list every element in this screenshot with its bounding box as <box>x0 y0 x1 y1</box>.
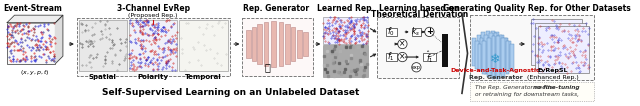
Bar <box>531 19 582 65</box>
Text: EvRepSL: EvRepSL <box>538 68 568 73</box>
Bar <box>129 20 177 71</box>
Text: Rep. Generator: Rep. Generator <box>468 75 522 80</box>
Bar <box>499 35 502 74</box>
Bar <box>291 27 296 61</box>
Text: (Enhanced Rep.): (Enhanced Rep.) <box>527 75 579 80</box>
Text: Device-and-Task-Agnostic: Device-and-Task-Agnostic <box>451 68 540 73</box>
Bar <box>264 22 268 66</box>
Bar <box>534 23 586 69</box>
Bar <box>497 36 500 79</box>
Bar <box>257 24 262 64</box>
Bar <box>538 26 589 73</box>
Text: ❄: ❄ <box>490 53 500 66</box>
Bar <box>77 18 230 76</box>
Text: Spatial: Spatial <box>89 74 117 80</box>
Bar <box>484 35 488 74</box>
Text: (Proposed Rep.): (Proposed Rep.) <box>129 13 178 18</box>
Text: $\hat{f}_1$: $\hat{f}_1$ <box>426 49 433 65</box>
Bar <box>412 28 421 36</box>
Bar <box>493 33 497 76</box>
Text: The Rep. Generator needs: The Rep. Generator needs <box>475 85 554 90</box>
Bar <box>298 30 302 58</box>
Circle shape <box>425 27 434 37</box>
Bar <box>478 44 481 71</box>
Bar <box>505 38 508 66</box>
Polygon shape <box>56 15 63 64</box>
Bar <box>475 41 479 69</box>
Text: Polarity: Polarity <box>138 74 169 80</box>
Bar <box>470 82 594 101</box>
Bar <box>486 31 490 73</box>
Bar <box>7 23 56 64</box>
Bar <box>510 44 514 71</box>
Text: +: + <box>426 27 433 36</box>
Text: $f_1$: $f_1$ <box>387 51 395 63</box>
Circle shape <box>398 52 407 62</box>
Text: or retraining for downstream tasks,: or retraining for downstream tasks, <box>475 92 579 97</box>
Text: Learned Rep.: Learned Rep. <box>317 4 374 13</box>
Bar <box>271 21 276 67</box>
Bar <box>495 32 499 71</box>
Text: ×: × <box>399 53 406 62</box>
Bar <box>243 18 313 76</box>
Bar <box>285 24 290 64</box>
Bar <box>508 41 511 69</box>
Circle shape <box>398 39 407 49</box>
Bar <box>491 31 495 73</box>
Bar <box>472 38 476 66</box>
Bar <box>442 34 448 67</box>
Bar <box>477 35 481 69</box>
Bar <box>483 41 486 74</box>
Text: Temporal: Temporal <box>185 74 221 80</box>
Bar <box>323 17 368 44</box>
Bar <box>303 32 308 56</box>
Bar <box>252 27 257 61</box>
Text: Rep. Generator: Rep. Generator <box>243 4 309 13</box>
Bar <box>470 15 594 80</box>
Bar <box>506 41 509 74</box>
Bar <box>386 53 397 61</box>
Text: Theoretical Derivation: Theoretical Derivation <box>371 10 468 19</box>
Bar <box>479 38 483 71</box>
Text: no fine-tuning: no fine-tuning <box>532 85 579 90</box>
Bar <box>386 28 397 36</box>
Bar <box>489 33 493 76</box>
Bar <box>323 45 368 77</box>
Text: Self-Supervised Learning on an Unlabeled Dataset: Self-Supervised Learning on an Unlabeled… <box>102 88 359 97</box>
Bar <box>500 35 504 69</box>
Text: Learning based on: Learning based on <box>379 4 460 13</box>
Bar <box>79 20 127 71</box>
Bar <box>378 17 459 78</box>
Text: $(x, y, p, t)$: $(x, y, p, t)$ <box>20 68 50 77</box>
Bar <box>501 38 505 77</box>
Bar <box>423 53 436 61</box>
Bar <box>487 38 491 77</box>
Text: Generating Quality Rep. for Other Datasets: Generating Quality Rep. for Other Datase… <box>444 4 631 13</box>
Bar <box>246 30 251 58</box>
Text: exp: exp <box>412 65 421 70</box>
Bar <box>481 32 485 71</box>
Text: $k_s$: $k_s$ <box>411 26 420 38</box>
Text: Event-Stream: Event-Stream <box>4 4 63 13</box>
Text: $f_0$: $f_0$ <box>387 26 395 38</box>
Text: 🔥: 🔥 <box>264 62 271 72</box>
Polygon shape <box>7 15 63 23</box>
Circle shape <box>412 63 421 72</box>
Text: ×: × <box>399 40 406 49</box>
Bar <box>179 20 228 71</box>
Bar <box>278 22 284 66</box>
Bar <box>503 38 507 71</box>
Bar <box>492 36 495 79</box>
Text: 3-Channel EvRep: 3-Channel EvRep <box>116 4 189 13</box>
